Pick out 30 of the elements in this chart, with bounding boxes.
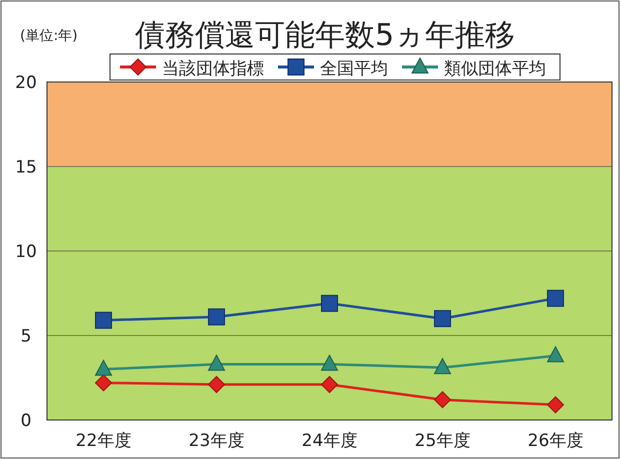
point	[434, 358, 451, 374]
point	[321, 294, 338, 312]
legend-label: 当該団体指標	[162, 59, 264, 79]
point	[547, 346, 564, 362]
point	[208, 376, 225, 394]
point	[547, 290, 564, 307]
point	[95, 312, 112, 329]
point	[208, 308, 225, 326]
y-tick-label: 10	[15, 242, 37, 262]
x-tick-label: 24年度	[302, 431, 358, 451]
legend-label: 類似団体平均	[444, 59, 546, 79]
y-tick-label: 20	[15, 73, 37, 93]
x-tick-label: 25年度	[414, 431, 470, 451]
point	[434, 391, 451, 408]
x-tick-label: 23年度	[188, 431, 244, 451]
point	[321, 376, 338, 394]
y-tick-label: 0	[20, 411, 32, 431]
y-tick-label: 15	[15, 158, 37, 178]
chart-title: 債務償還可能年数5ヵ年推移	[134, 18, 516, 53]
point	[208, 354, 225, 371]
x-tick-label: 22年度	[76, 431, 132, 451]
legend-label: 全国平均	[320, 59, 388, 79]
point	[321, 354, 338, 371]
point	[434, 310, 451, 328]
point	[95, 360, 112, 376]
point	[95, 374, 112, 392]
text: (単位:年)	[20, 28, 78, 44]
x-tick-label: 26年度	[528, 431, 584, 451]
y-tick-label: 5	[20, 326, 32, 346]
point	[547, 396, 564, 414]
